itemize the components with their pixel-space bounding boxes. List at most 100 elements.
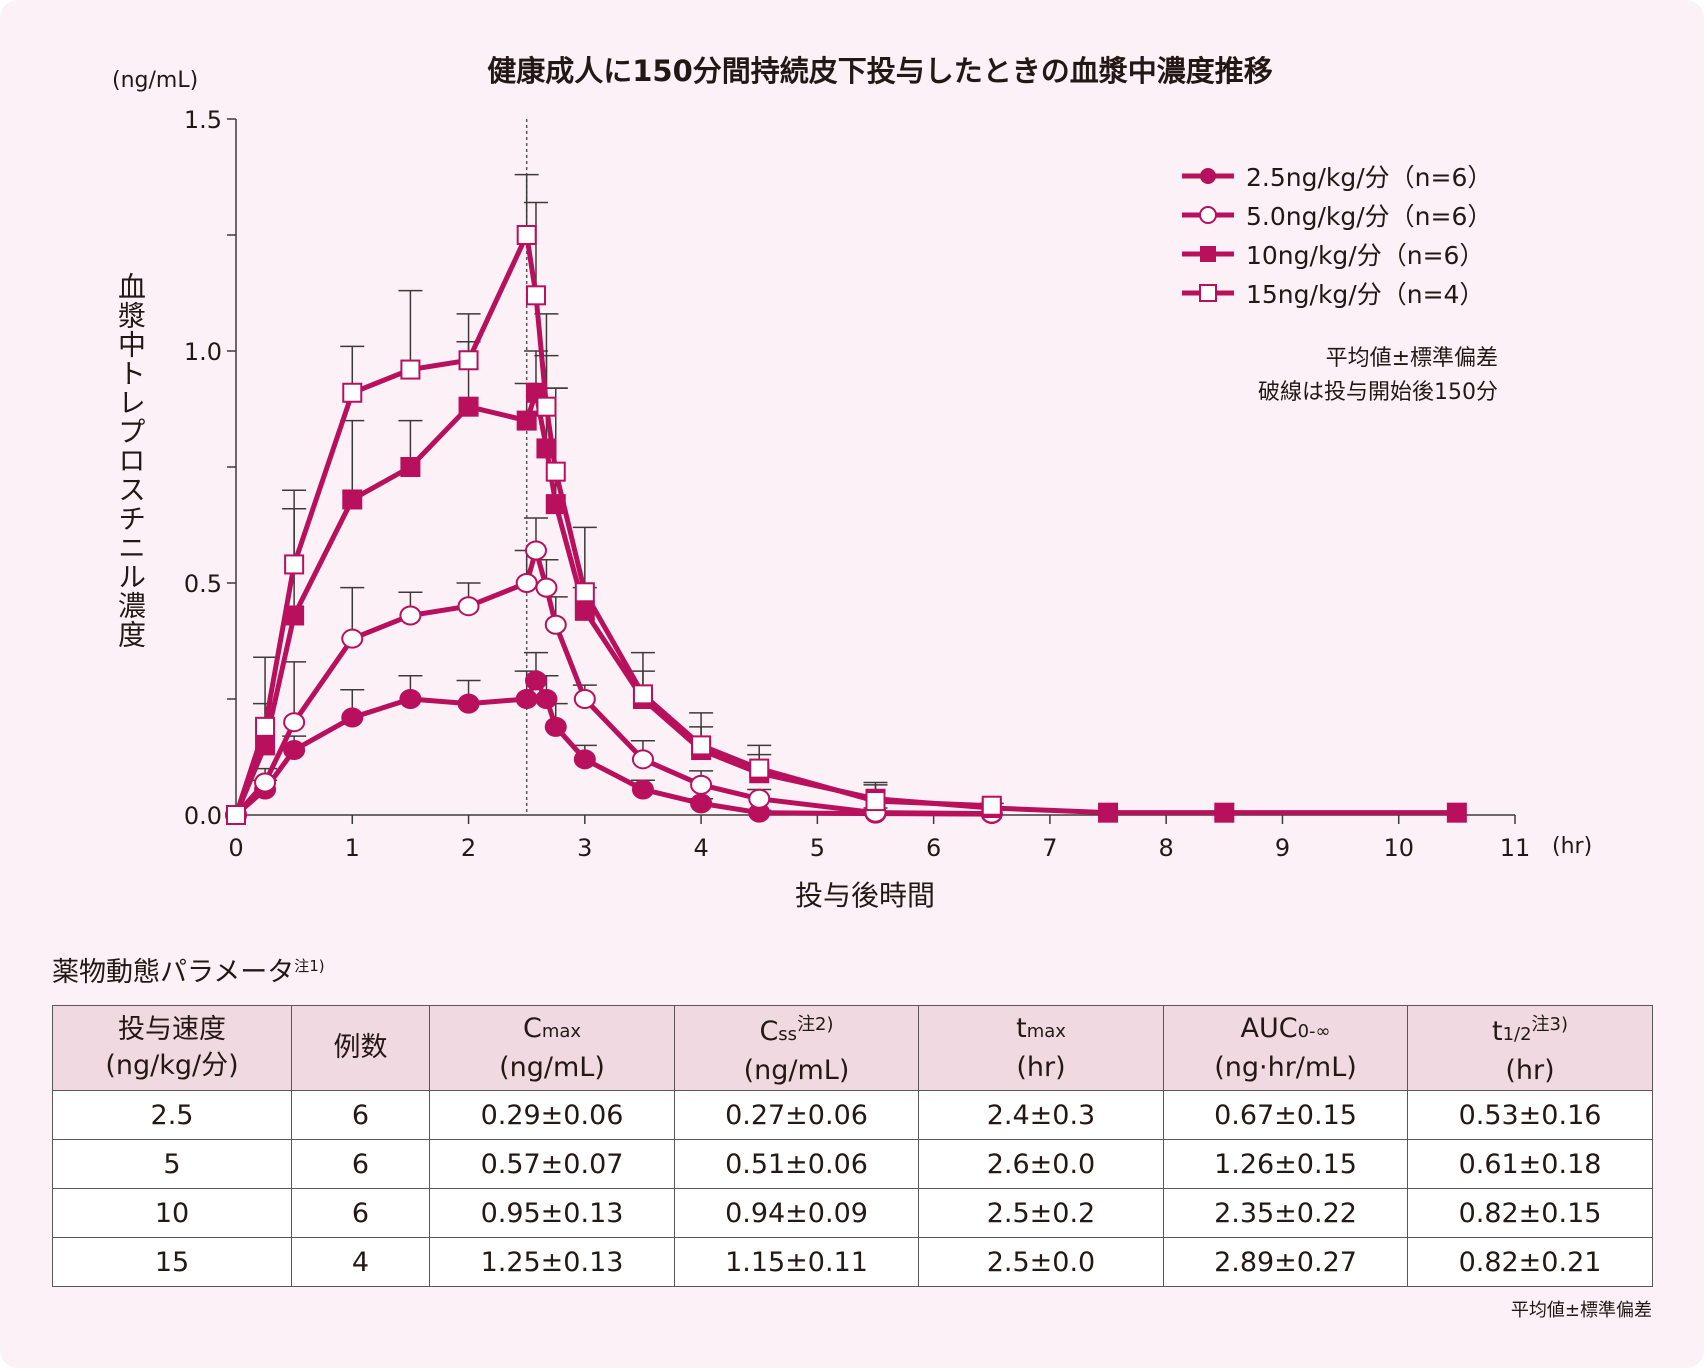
data-point (544, 716, 567, 737)
data-point (536, 438, 557, 459)
data-point (284, 554, 305, 575)
data-point (341, 707, 364, 728)
note-dashed-line: 破線は投与開始後150分 (1258, 380, 1498, 405)
data-point (573, 689, 596, 709)
x-tick-label: 10 (1383, 834, 1414, 862)
data-point (1446, 802, 1467, 823)
table-heading: 薬物動態パラメータ注1) (52, 950, 325, 989)
table-cell: 2.6±0.0 (918, 1139, 1164, 1189)
data-point (981, 795, 1002, 816)
series-line-0 (234, 677, 992, 817)
data-point (536, 396, 557, 417)
series-line-1 (234, 548, 992, 817)
table-row: 15 4 1.25±0.13 1.15±0.11 2.5±0.0 2.89±0.27 0.8… (52, 1237, 1653, 1287)
y-axis-unit: (ng/mL) (112, 68, 199, 93)
data-point (516, 225, 537, 245)
y-tick-label: 0.0 (184, 802, 222, 830)
table-cell: 0.82±0.15 (1407, 1188, 1653, 1238)
data-point (515, 573, 538, 593)
table-cell: 4 (291, 1237, 430, 1287)
legend: 2.5ng/kg/分（n=6） 5.0ng/kg/分（n=6） 10ng/kg/… (1180, 156, 1492, 312)
table-cell: 0.61±0.18 (1407, 1139, 1653, 1189)
x-axis-unit: (hr) (1552, 834, 1593, 859)
x-tick-label: 7 (1042, 834, 1057, 862)
table-cell: 0.27±0.06 (674, 1090, 919, 1140)
legend-item: 2.5ng/kg/分（n=6） (1180, 156, 1492, 195)
data-point (254, 772, 277, 793)
table-cell: 2.5 (52, 1090, 292, 1140)
data-point (400, 359, 421, 380)
data-point (545, 461, 566, 482)
table-cell: 6 (291, 1139, 430, 1189)
table-cell: 0.67±0.15 (1163, 1090, 1408, 1140)
table-cell: 10 (52, 1188, 292, 1238)
header-thalf: t1/2注3) (hr) (1407, 1005, 1653, 1091)
data-point (283, 740, 306, 761)
data-point (690, 774, 713, 795)
x-tick-label: 11 (1500, 834, 1531, 862)
data-point (690, 793, 713, 814)
table-cell: 0.94±0.09 (674, 1188, 919, 1238)
open-square-marker-icon (1182, 283, 1234, 302)
x-tick-label: 5 (810, 834, 825, 862)
data-point (516, 410, 537, 431)
plot-area: 0 1 2 3 4 5 6 7 8 9 10 11 0.0 0.5 1.0 1.5 (184, 106, 1531, 862)
pk-parameter-table: 投与速度 (ng/kg/分) 例数 Cmax (ng/mL) Css注2) (ng/m… (52, 1005, 1653, 1287)
legend-item: 15ng/kg/分（n=4） (1180, 273, 1492, 312)
data-point (525, 285, 546, 306)
header-auc: AUC0-∞ (ng·hr/mL) (1163, 1005, 1408, 1091)
legend-label: 2.5ng/kg/分（n=6） (1246, 162, 1493, 192)
header-n: 例数 (291, 1005, 430, 1091)
data-point (865, 791, 886, 812)
x-tick-label: 4 (693, 834, 708, 862)
table-cell: 0.95±0.13 (429, 1188, 675, 1238)
data-point (544, 614, 567, 635)
data-point (342, 382, 363, 403)
x-tick-label: 2 (461, 834, 476, 862)
series-line-2 (233, 390, 1457, 816)
data-point (691, 735, 712, 756)
table-row: 5 6 0.57±0.07 0.51±0.06 2.6±0.0 1.26±0.15 0.61… (52, 1139, 1653, 1189)
header-tmax: tmax (hr) (918, 1005, 1164, 1091)
data-point (226, 805, 246, 825)
data-point (255, 735, 276, 756)
data-point (284, 605, 305, 626)
data-point (535, 577, 558, 598)
data-point (632, 684, 653, 705)
data-point (457, 596, 480, 617)
table-cell: 1.15±0.11 (674, 1237, 919, 1287)
data-point (574, 600, 595, 621)
table-footnote: 平均値±標準偏差 (1510, 1300, 1652, 1321)
y-tick-label: 0.5 (184, 570, 222, 598)
x-tick-label: 3 (577, 834, 592, 862)
x-axis-label: 投与後時間 (795, 879, 936, 912)
y-tick-label: 1.0 (184, 338, 222, 366)
data-point (631, 779, 654, 800)
table-cell: 6 (291, 1188, 430, 1238)
data-point (399, 605, 422, 626)
data-point (458, 350, 479, 371)
data-point (458, 396, 479, 417)
header-css: Css注2) (ng/mL) (674, 1005, 919, 1091)
table-cell: 5 (52, 1139, 292, 1189)
header-dose-rate: 投与速度 (ng/kg/分) (52, 1005, 292, 1091)
series-line-3 (233, 232, 992, 816)
header-cmax: Cmax (ng/mL) (429, 1005, 675, 1091)
data-point (748, 788, 771, 809)
data-point (515, 689, 538, 709)
data-point (255, 716, 276, 737)
legend-label: 15ng/kg/分（n=4） (1246, 279, 1485, 309)
table-cell: 1.25±0.13 (429, 1237, 675, 1287)
table-cell: 2.35±0.22 (1163, 1188, 1408, 1238)
table-cell: 0.51±0.06 (674, 1139, 919, 1189)
data-point (535, 689, 558, 709)
data-point (341, 628, 364, 649)
x-tick-label: 6 (926, 834, 941, 862)
table-cell: 0.82±0.21 (1407, 1237, 1653, 1287)
table-cell: 1.26±0.15 (1163, 1139, 1408, 1189)
data-point (457, 693, 480, 714)
filled-circle-marker-icon (1182, 167, 1234, 184)
table-cell: 2.5±0.2 (918, 1188, 1164, 1238)
table-cell: 0.53±0.16 (1407, 1090, 1653, 1140)
